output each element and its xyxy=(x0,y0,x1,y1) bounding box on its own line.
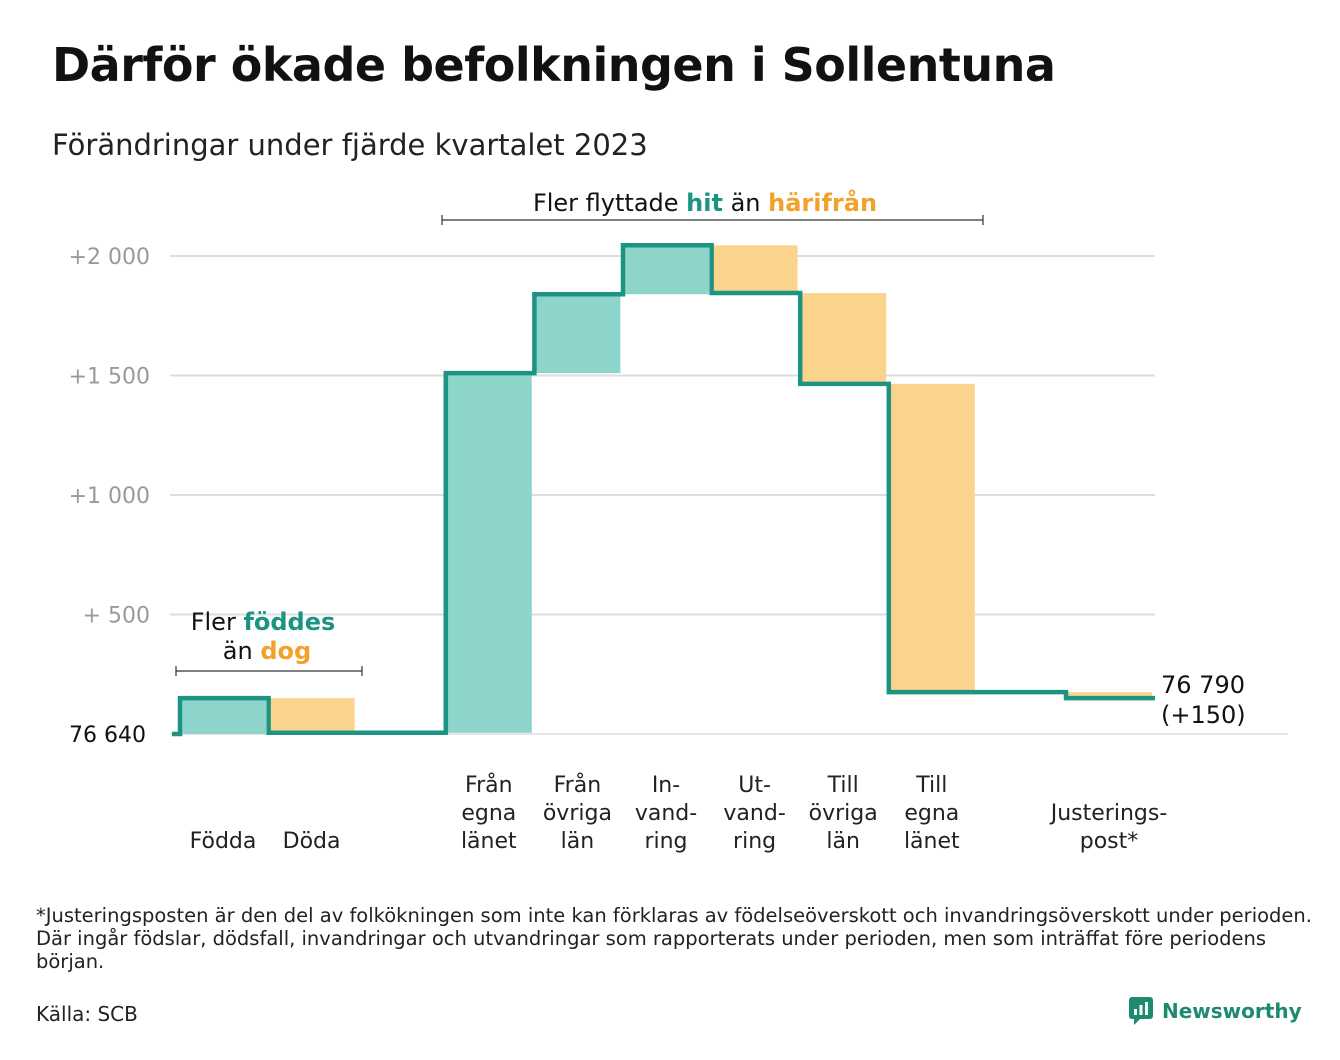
y-tick-label: +1 500 xyxy=(69,365,150,390)
category-label: Till xyxy=(915,773,947,798)
bar-till-övriga-län xyxy=(800,293,887,384)
category-label: Justerings- xyxy=(1049,801,1168,826)
chart-title: Därför ökade befolkningen i Sollentuna xyxy=(52,38,1056,92)
category-label: Från xyxy=(554,772,602,798)
bar-från-egna-länet xyxy=(445,373,532,733)
end-value-label: (+150) xyxy=(1161,701,1246,729)
footnote: *Justeringsposten är den del av folkökni… xyxy=(36,904,1312,973)
category-label: länet xyxy=(461,829,517,854)
category-label: Till xyxy=(827,773,859,798)
y-tick-label: + 500 xyxy=(83,604,150,629)
category-label: egna xyxy=(904,801,959,826)
bar-från-övriga-län xyxy=(534,294,621,374)
source-note: Källa: SCB xyxy=(36,1002,138,1026)
bar-födda xyxy=(180,698,266,734)
category-label: Döda xyxy=(283,829,341,854)
category-label: post* xyxy=(1080,829,1139,854)
running-total-line xyxy=(172,242,1155,737)
category-label: Födda xyxy=(190,829,257,854)
waterfall-chart: + 500 +1 000 +1 500 +2 000 76 640 Födda Döda F… xyxy=(69,188,1288,854)
annotation-births-line2: än dog xyxy=(223,637,311,665)
y-tick-label: +2 000 xyxy=(69,245,150,270)
category-label: övriga xyxy=(543,801,612,826)
annotation-moves: Fler flyttade hit än härifrån xyxy=(533,188,877,217)
bar-utvandring xyxy=(711,245,798,294)
annotation-highlight-orange: dog xyxy=(260,637,311,665)
category-label: vand- xyxy=(723,801,785,826)
bar-invandring xyxy=(623,245,709,295)
bar-justeringspost xyxy=(1066,692,1152,699)
y-tick-label: +1 000 xyxy=(69,484,150,509)
category-label: vand- xyxy=(635,801,697,826)
annotation-text: Fler xyxy=(191,608,244,636)
category-label: ring xyxy=(644,829,687,854)
end-value-label: 76 790 xyxy=(1161,671,1245,699)
brand-name: Newsworthy xyxy=(1162,999,1302,1023)
annotation-highlight: härifrån xyxy=(768,188,877,217)
category-label: Ut- xyxy=(738,773,771,798)
annotation-text: Fler flyttade xyxy=(533,189,686,217)
annotation-highlight: hit xyxy=(686,189,723,217)
chart-subtitle: Förändringar under fjärde kvartalet 2023 xyxy=(52,128,648,162)
annotation-text: än xyxy=(223,637,261,665)
category-label: län xyxy=(561,829,595,854)
category-label: ring xyxy=(733,829,776,854)
bar-döda xyxy=(268,698,355,733)
category-label: Från xyxy=(465,772,513,798)
bar-till-egna-länet xyxy=(888,383,975,693)
annotation-text: än xyxy=(723,189,768,217)
category-label: övriga xyxy=(809,801,878,826)
category-label: länet xyxy=(904,829,960,854)
category-label: län xyxy=(826,829,860,854)
annotation-births-line1: Fler föddes xyxy=(191,608,336,636)
newsworthy-logo-icon xyxy=(1129,997,1153,1025)
category-label: In- xyxy=(652,773,680,798)
brand-logo[interactable]: Newsworthy xyxy=(1128,996,1302,1026)
base-value-label: 76 640 xyxy=(69,723,146,748)
annotation-highlight-teal: föddes xyxy=(243,608,335,636)
category-label: egna xyxy=(461,801,516,826)
